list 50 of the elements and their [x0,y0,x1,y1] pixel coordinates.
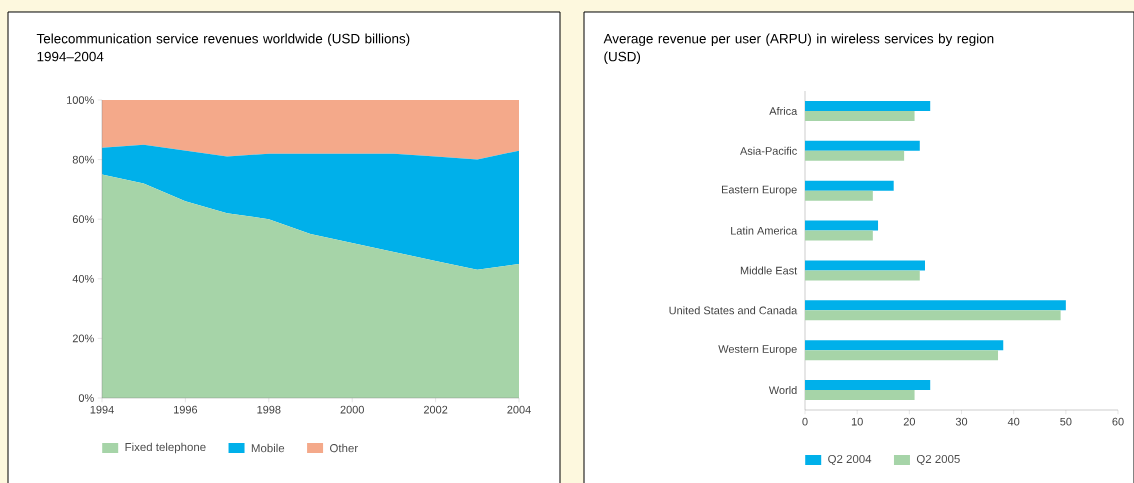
bar [805,380,931,391]
x-tick-label: 40 [1007,417,1020,426]
bar [805,350,999,361]
legend-label: Q2 2005 [916,454,960,466]
bar [805,300,1066,311]
y-tick-label: 20% [72,334,94,343]
y-tick-label: United States and Canada [669,306,798,315]
x-tick-label: 20 [903,417,915,426]
legend-label: Other [330,443,358,453]
y-tick-label: Middle East [740,266,798,275]
y-tick-label: Western Europe [718,345,797,356]
bar [805,310,1061,321]
chart-title: Telecommunication service revenues worldwide (USD billions) 1994–2004 [36,33,410,62]
y-tick-label: World [768,386,797,395]
y-tick-label: 80% [72,155,94,164]
x-tick-label: 50 [1060,417,1072,426]
bar [805,230,873,241]
y-tick-label: 0% [78,394,94,402]
bar [805,270,920,281]
x-tick-label: 2004 [507,405,531,414]
x-tick-label: 1994 [90,405,114,414]
bar [805,180,894,191]
bar [805,220,879,231]
bar [805,340,1004,351]
bar [805,140,920,151]
bar [805,260,925,271]
y-tick-label: 40% [72,274,94,283]
x-tick-label: 1996 [174,405,198,414]
bar [805,110,915,121]
x-tick-label: 10 [851,417,863,426]
y-tick-label: 60% [72,215,94,224]
x-tick-label: 2000 [340,405,364,414]
bar [805,150,905,161]
y-tick-label: Asia-Pacific [740,146,797,155]
x-tick-label: 0 [802,417,808,426]
y-tick-label: Latin America [731,226,798,235]
x-tick-label: 30 [955,417,968,426]
bar [805,190,873,201]
legend-label: Q2 2004 [828,454,872,466]
y-tick-label: Africa [769,106,798,115]
chart-title: Average revenue per user (ARPU) in wireless services by region (USD) [603,33,994,64]
x-tick-label: 60 [1112,417,1124,426]
x-tick-label: 2002 [423,405,448,414]
y-tick-label: Eastern Europe [721,185,797,196]
x-tick-label: 1998 [257,405,281,414]
bar [805,390,915,401]
legend-label: Fixed telephone [125,442,206,454]
bar [805,100,931,111]
y-tick-label: 100% [67,96,94,104]
legend-label: Mobile [251,443,285,453]
